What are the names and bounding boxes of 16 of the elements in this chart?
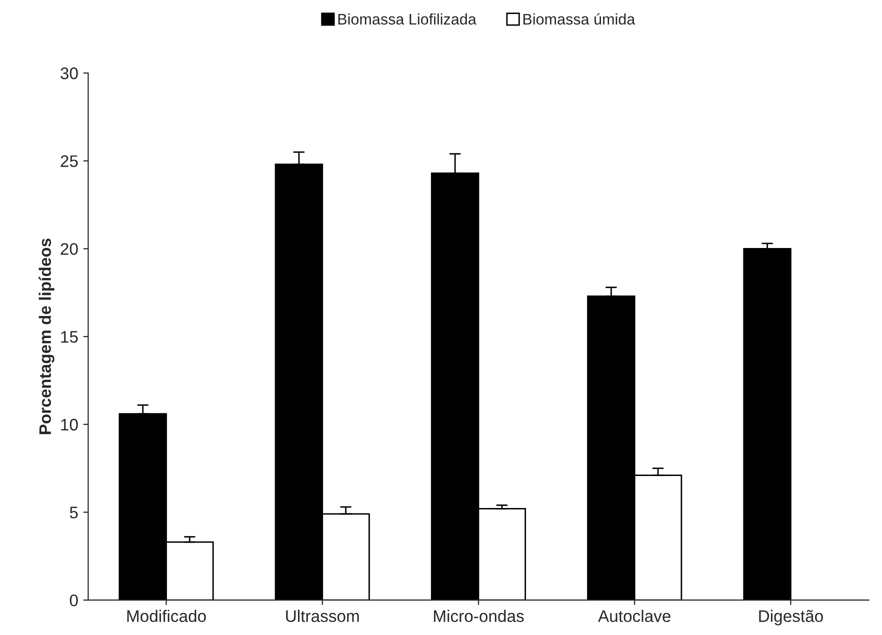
legend-label: Biomassa Liofilizada — [338, 13, 476, 25]
x-tick-label: Ultrassom — [286, 610, 359, 622]
y-tick-label: 0 — [70, 594, 78, 606]
y-axis-title: Porcentagem de lipídeos — [38, 238, 54, 434]
legend-label: Biomassa úmida — [523, 13, 636, 25]
y-tick-label: 20 — [60, 243, 78, 255]
x-tick-label: Autoclave — [598, 610, 670, 622]
x-tick-label: Digestão — [759, 610, 823, 626]
y-tick-label: 25 — [60, 155, 78, 168]
x-tick-label: Micro-ondas — [434, 610, 524, 622]
y-tick-label: 30 — [60, 67, 78, 80]
y-tick-label: 10 — [61, 418, 78, 431]
y-tick-label: 15 — [61, 331, 78, 343]
bar — [743, 248, 792, 600]
x-tick-label: Modificado — [127, 610, 206, 622]
y-tick-label: 5 — [70, 506, 78, 518]
